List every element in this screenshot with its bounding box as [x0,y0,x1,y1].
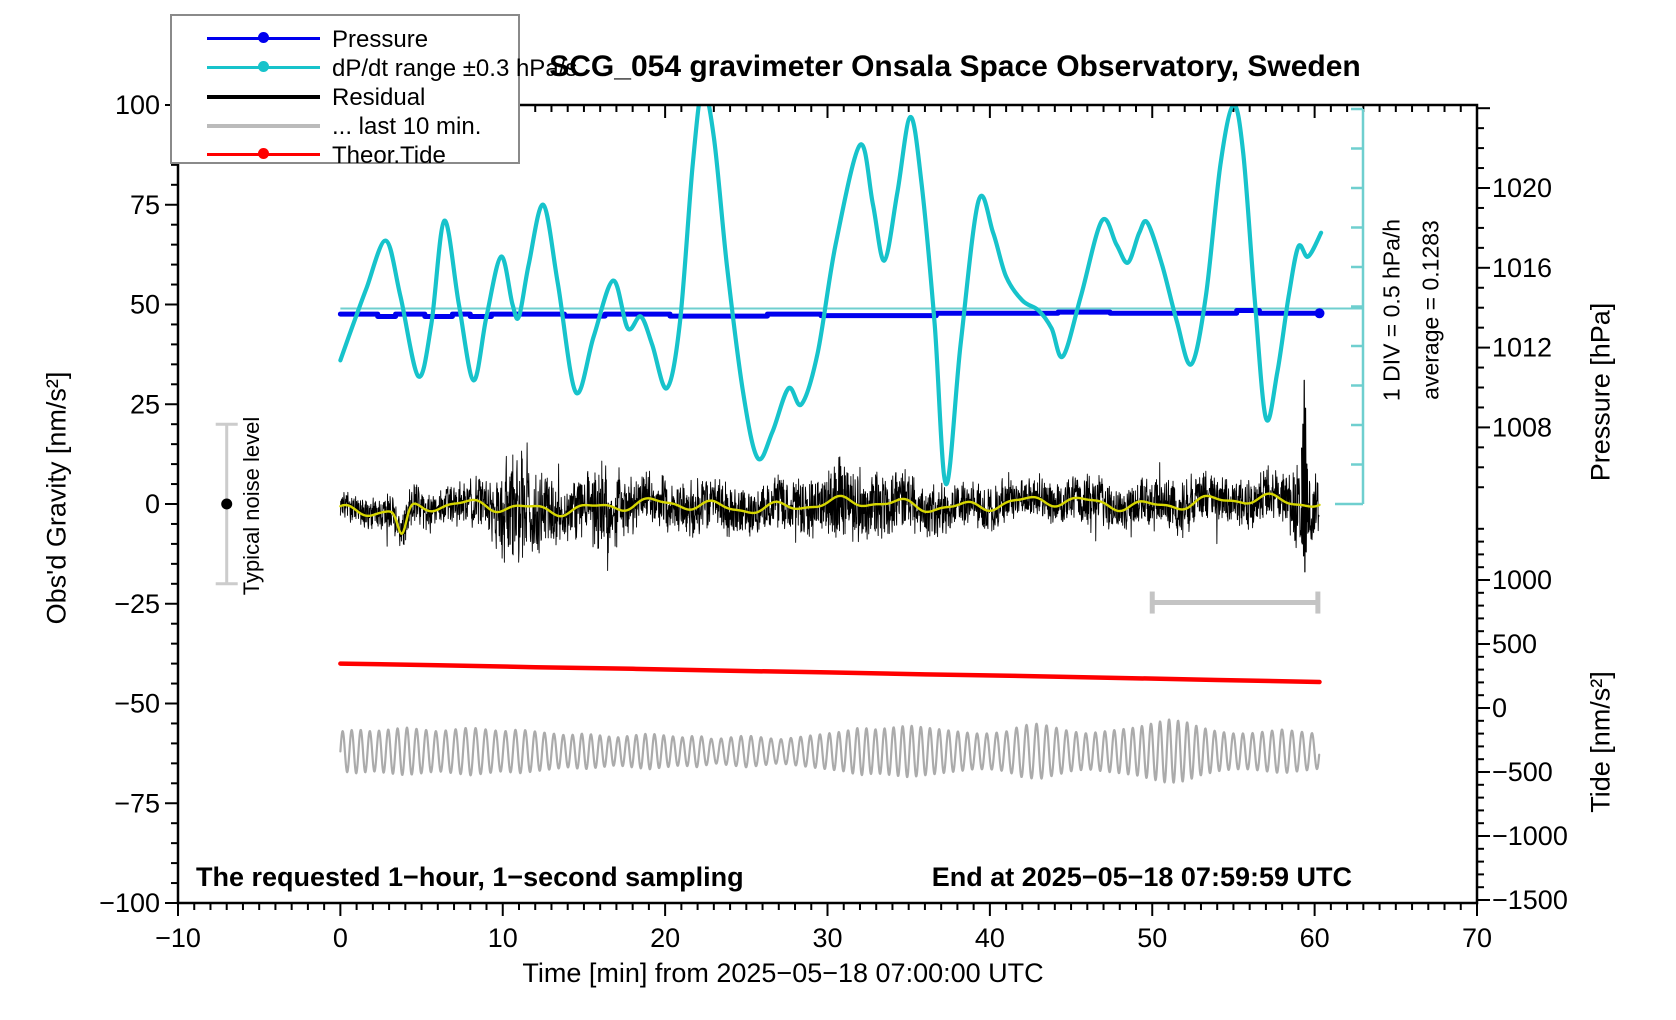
residual-end-spike [1301,379,1308,573]
svg-text:25: 25 [130,389,160,419]
svg-text:−500: −500 [1492,757,1553,787]
svg-text:500: 500 [1492,629,1537,659]
svg-text:20: 20 [650,923,680,953]
svg-text:1008: 1008 [1492,412,1552,442]
dpdt-dot-icon [258,61,269,72]
residual-series [339,442,1320,571]
tide-series [338,661,1322,685]
legend-label: Theor.Tide [332,142,446,169]
legend-label: ... last 10 min. [332,113,482,140]
pressure-axis-ticks: 1020 1016 1012 1008 [1477,107,1552,489]
x-axis-title: Time [min] from 2025−05−18 07:00:00 UTC [522,958,1044,988]
legend-item-last10: ... last 10 min. [172,113,518,140]
svg-text:1020: 1020 [1492,173,1552,203]
x-axis-ticks: −10 0 10 20 30 40 50 60 70 [155,105,1492,953]
legend-label: Pressure [332,26,429,53]
legend: Pressure dP/dt range ±0.3 hPa/s Residual… [170,14,577,169]
residual-smooth-series [339,492,1321,535]
page-title: SCG_054 gravimeter Onsala Space Observat… [549,50,1361,83]
svg-text:60: 60 [1300,923,1330,953]
svg-text:−100: −100 [99,888,160,918]
svg-text:−25: −25 [114,589,160,619]
svg-text:10: 10 [488,923,518,953]
last10-series [339,718,1321,784]
average-annotation: average = 0.1283 [1417,220,1444,400]
svg-text:0: 0 [333,923,348,953]
svg-text:1012: 1012 [1492,333,1552,363]
end-time-note: End at 2025−05−18 07:59:59 UTC [931,862,1352,892]
svg-text:50: 50 [130,290,160,320]
noise-level-marker [215,422,238,586]
svg-text:70: 70 [1462,923,1492,953]
pressure-dot-icon [258,32,269,43]
noise-center-dot [221,498,233,510]
residual-line-icon [207,95,320,99]
gravity-axis-ticks: −100 −75 −50 −25 0 25 50 75 100 [99,90,178,918]
legend-label: Residual [332,84,426,111]
svg-text:0: 0 [1492,693,1507,723]
noise-level-label: Typical noise level [239,416,264,596]
pressure-series [337,307,1325,319]
dpdt-series [338,104,1324,487]
pressure-end-dot [1314,308,1325,319]
tide-axis-ticks: 1000 500 0 −500 −1000 −1500 [1477,527,1568,915]
tide-dot-icon [258,148,269,159]
svg-text:75: 75 [130,190,160,220]
tide-axis-title: Tide [nm/s²] [1585,671,1616,813]
svg-text:100: 100 [115,90,160,120]
plot-frame [176,103,1479,905]
legend-item-residual: Residual [172,84,518,111]
svg-text:50: 50 [1137,923,1167,953]
last10-window-bar [1149,591,1321,614]
legend-item-tide: Theor.Tide [172,142,518,169]
svg-text:−1000: −1000 [1492,821,1568,851]
pressure-axis-title: Pressure [hPa] [1585,302,1616,482]
last10-line-icon [207,124,320,128]
gravity-axis-title: Obs'd Gravity [nm/s²] [41,371,72,625]
legend-item-pressure: Pressure [172,26,518,53]
svg-text:40: 40 [975,923,1005,953]
svg-text:−10: −10 [155,923,201,953]
sampling-note: The requested 1−hour, 1−second sampling [196,862,744,892]
legend-item-dpdt: dP/dt range ±0.3 hPa/s [172,55,577,82]
svg-text:1016: 1016 [1492,253,1552,283]
legend-label: dP/dt range ±0.3 hPa/s [332,55,578,82]
svg-text:1000: 1000 [1492,565,1552,595]
svg-text:30: 30 [812,923,842,953]
svg-text:−75: −75 [114,788,160,818]
dpdt-scalebar [1335,107,1365,506]
div-scale-annotation: 1 DIV = 0.5 hPa/h [1378,218,1405,402]
svg-text:−1500: −1500 [1492,885,1568,915]
svg-text:−50: −50 [114,689,160,719]
svg-text:0: 0 [145,489,160,519]
